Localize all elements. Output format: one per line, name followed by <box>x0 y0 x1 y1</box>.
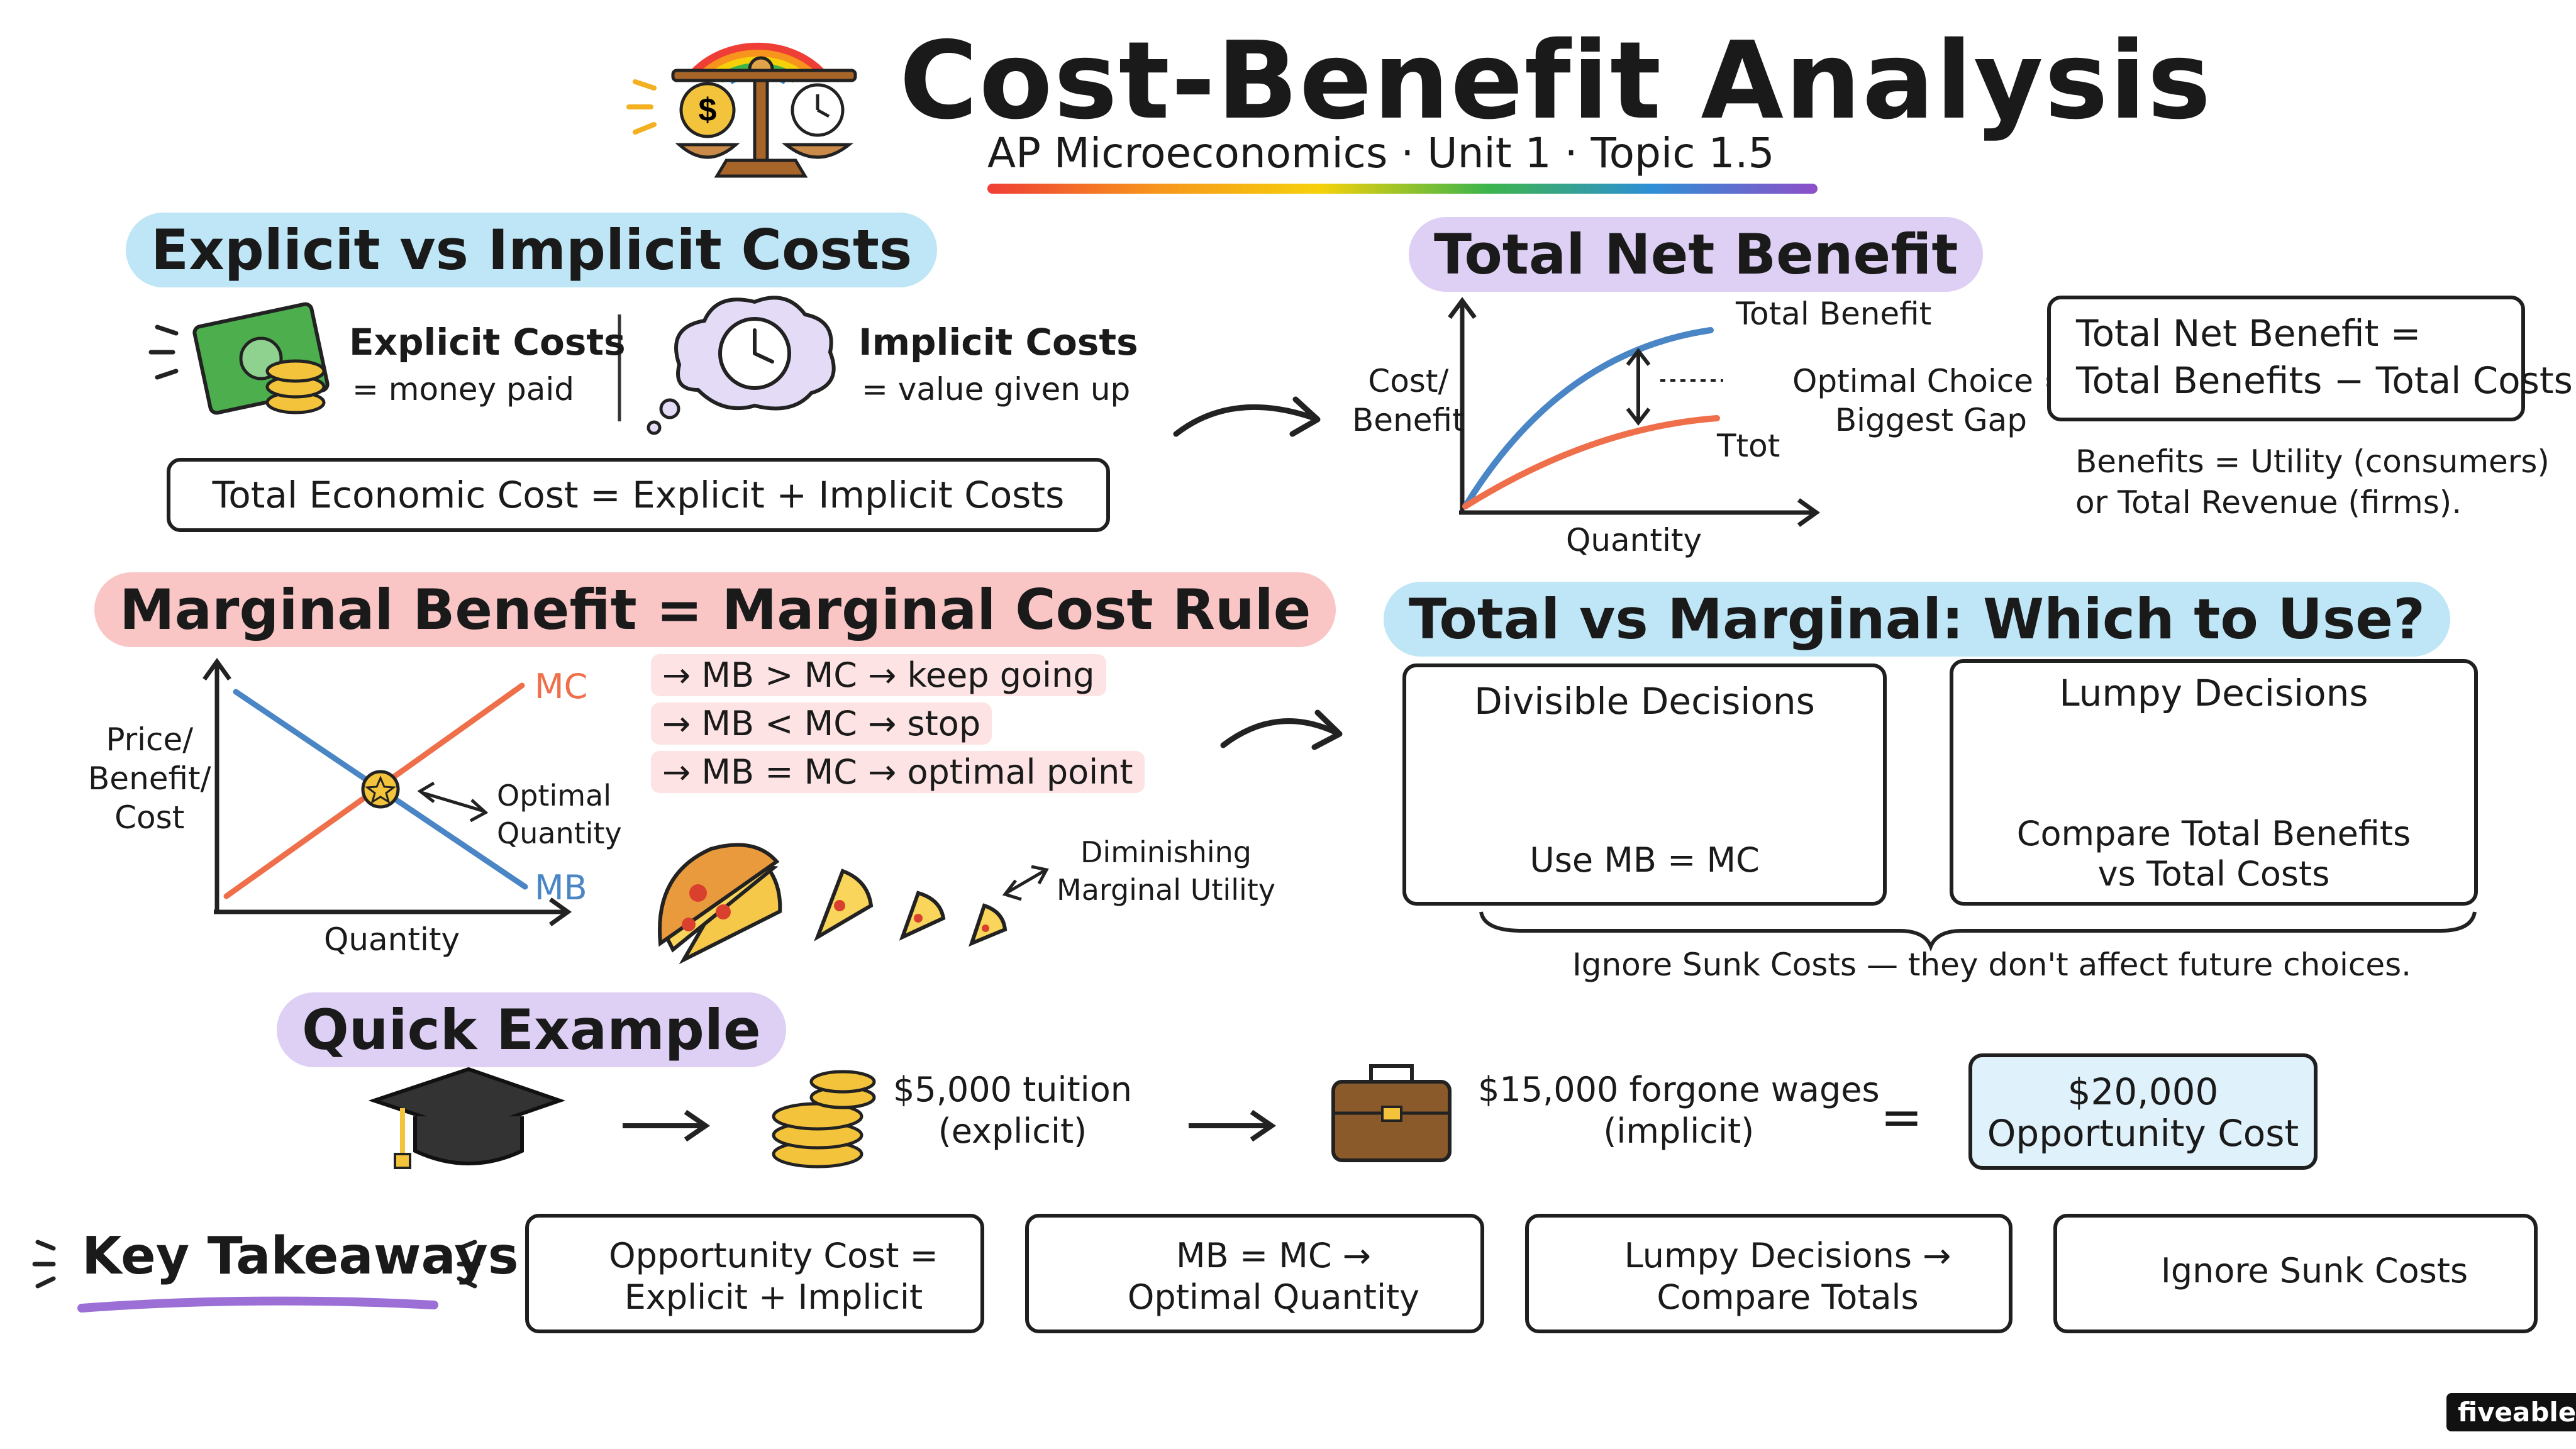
takeaway-card: Lumpy Decisions → Compare Totals <box>1525 1214 2012 1333</box>
pizza-icon <box>658 843 1049 965</box>
explicit-costs-desc: = money paid <box>352 371 575 408</box>
implicit-costs-label: Implicit Costs <box>858 321 1138 364</box>
graduation-cap-icon <box>368 1067 566 1169</box>
total-cost-curve-label: Ttot <box>1717 428 1780 464</box>
tnb-note-line2: or Total Revenue (firms). <box>2075 484 2462 521</box>
tnb-formula-line1: Total Net Benefit = <box>2076 312 2421 355</box>
rule-optimal-point: → MB = MC → optimal point <box>651 751 1145 793</box>
svg-text:$: $ <box>699 92 717 128</box>
page-title: Cost-Benefit Analysis <box>899 19 2212 143</box>
explicit-implicit-heading: Explicit vs Implicit Costs <box>126 213 938 287</box>
tnb-note-line1: Benefits = Utility (consumers) <box>2075 443 2550 480</box>
mbmc-y-axis-label: Price/ Benefit/ Cost <box>88 721 211 836</box>
page-subtitle: AP Microeconomics · Unit 1 · Topic 1.5 <box>987 129 1775 177</box>
total-vs-marginal-heading: Total vs Marginal: Which to Use? <box>1384 582 2451 657</box>
lumpy-title: Lumpy Decisions <box>2059 672 2368 714</box>
takeaway-card: MB = MC → Optimal Quantity <box>1025 1214 1484 1333</box>
tuition-label: $5,000 tuition (explicit) <box>893 1070 1132 1151</box>
briefcase-icon <box>1331 1064 1452 1162</box>
lumpy-rule: Compare Total Benefits vs Total Costs <box>2016 814 2411 894</box>
equals-sign: = <box>1880 1088 1923 1146</box>
total-net-benefit-heading: Total Net Benefit <box>1409 217 1984 292</box>
clock-thought-icon <box>647 296 836 435</box>
takeaway-card: Ignore Sunk Costs <box>2053 1214 2538 1333</box>
economic-cost-formula: Total Economic Cost = Explicit + Implici… <box>167 458 1110 532</box>
mb-mc-chart <box>203 657 572 926</box>
divisible-rule: Use MB = MC <box>1530 840 1760 880</box>
divisible-title: Divisible Decisions <box>1474 680 1815 723</box>
mc-curve-label: MC <box>535 667 588 706</box>
diminishing-utility-label: Diminishing Marginal Utility <box>1057 835 1276 907</box>
rule-keep-going: → MB > MC → keep going <box>651 654 1106 696</box>
takeaway-card: Opportunity Cost = Explicit + Implicit <box>525 1214 984 1333</box>
divisible-decisions-box: Divisible Decisions Use MB = MC <box>1402 663 1887 906</box>
brand-logo: fiveable <box>2446 1393 2576 1431</box>
rule-stop: → MB < MC → stop <box>651 702 992 745</box>
mb-curve-label: MB <box>535 868 587 908</box>
optimal-quantity-label: Optimal Quantity <box>497 779 622 850</box>
tnb-x-axis-label: Quantity <box>1566 522 1702 558</box>
total-net-benefit-chart <box>1448 297 1821 527</box>
flow-arrow <box>1173 404 1318 437</box>
balance-scale-icon: $ <box>626 56 857 178</box>
tnb-formula-line2: Total Benefits − Total Costs <box>2076 359 2573 402</box>
mb-mc-heading: Marginal Benefit = Marginal Cost Rule <box>94 572 1336 647</box>
sunk-cost-note: Ignore Sunk Costs — they don't affect fu… <box>1572 947 2412 983</box>
total-benefit-curve-label: Total Benefit <box>1736 296 1932 332</box>
lumpy-decisions-box: Lumpy Decisions Compare Total Benefits v… <box>1950 659 2478 906</box>
mbmc-x-axis-label: Quantity <box>324 921 460 958</box>
key-takeaways-heading: Key Takeaways <box>82 1226 519 1286</box>
subtitle-underline <box>987 184 1818 194</box>
explicit-costs-label: Explicit Costs <box>349 321 626 364</box>
quick-example-heading: Quick Example <box>277 992 786 1067</box>
rule-list: → MB > MC → keep going → MB < MC → stop … <box>651 654 1145 793</box>
tnb-y-axis-label: Cost/ Benefit <box>1352 363 1465 438</box>
money-icon <box>148 302 330 415</box>
implicit-costs-desc: = value given up <box>862 371 1131 408</box>
forgone-wages-label: $15,000 forgone wages (implicit) <box>1478 1070 1880 1151</box>
tnb-formula-box: Total Net Benefit = Total Benefits − Tot… <box>2047 296 2573 421</box>
opportunity-cost-result: $20,000 Opportunity Cost <box>1968 1053 2318 1170</box>
optimal-choice-label: Optimal Choice = Biggest Gap <box>1792 363 2070 438</box>
coins-icon <box>772 1070 876 1169</box>
